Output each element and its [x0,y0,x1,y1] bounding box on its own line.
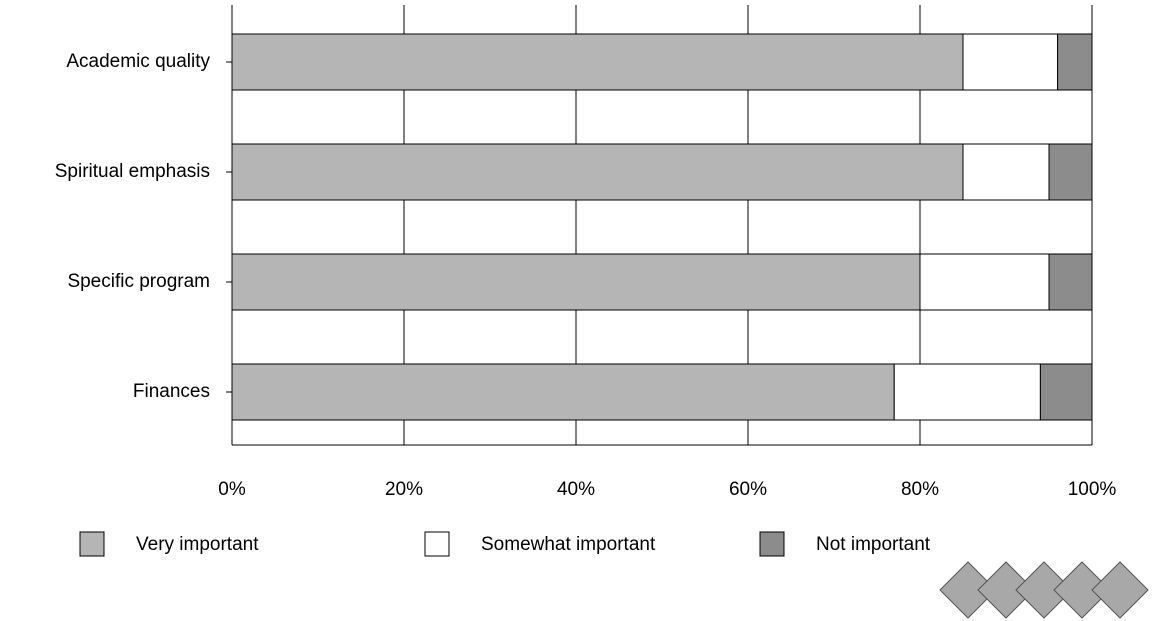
y-tick-label: Academic quality [66,51,210,72]
bar-segment [1057,33,1093,91]
bar-segment [962,143,1050,201]
bar-segment [1048,253,1093,311]
y-tick-label: Spiritual emphasis [55,161,210,182]
legend-swatch [79,531,105,557]
x-tick-label: 0% [218,479,246,500]
bar-segment [962,33,1059,91]
x-tick-label: 40% [557,479,595,500]
bar-segment [231,143,964,201]
bar-segment [1039,363,1093,421]
bar-segment [1048,143,1093,201]
bar-segment [231,33,964,91]
y-tick-label: Finances [133,381,210,402]
x-tick-label: 20% [385,479,423,500]
x-tick-label: 60% [729,479,767,500]
legend-label: Very important [136,534,259,555]
legend-label: Not important [816,534,931,555]
bar-segment [919,253,1050,311]
y-tick-label: Specific program [67,271,210,292]
bar-segment [231,253,921,311]
legend-swatch [424,531,450,557]
x-tick-label: 100% [1068,479,1117,500]
x-tick-label: 80% [901,479,939,500]
decoration [939,561,1149,619]
bar-segment [231,363,895,421]
legend-label: Somewhat important [481,534,656,555]
bar-segment [893,363,1041,421]
legend-swatch [759,531,785,557]
